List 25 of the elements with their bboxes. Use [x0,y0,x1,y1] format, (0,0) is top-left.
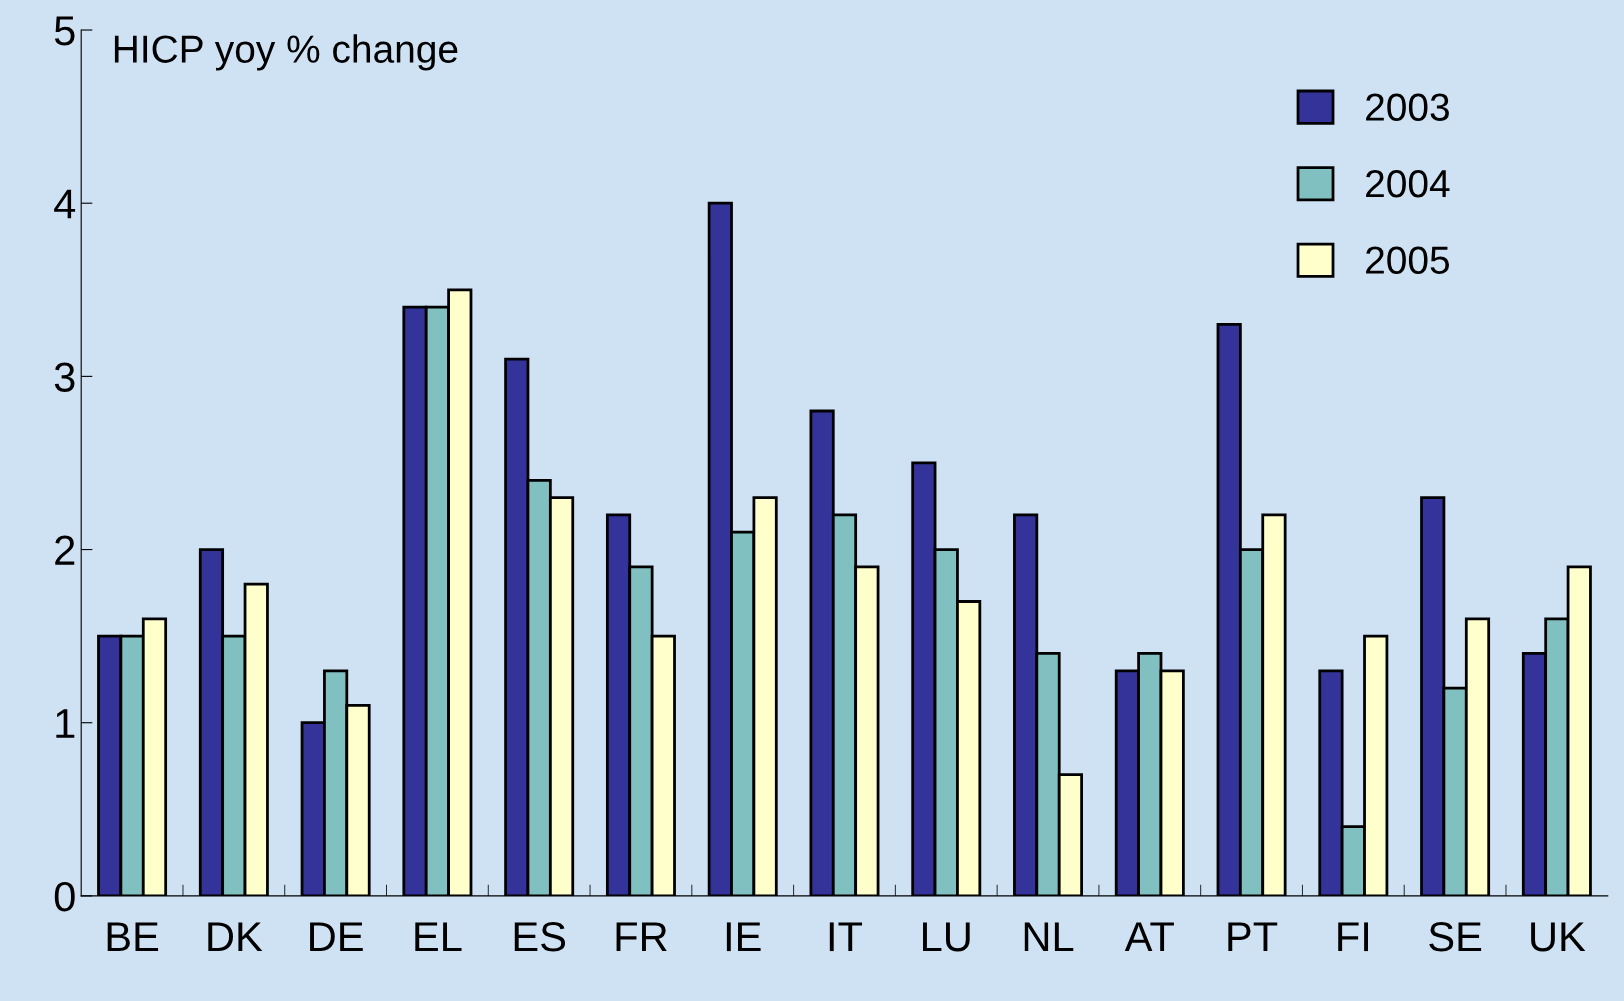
y-tick-label: 0 [54,881,75,912]
y-axis-title: HICP yoy % change [114,34,458,71]
x-tick-label: NL [1024,922,1074,952]
x-tick-label: DK [208,922,263,952]
x-tick-label: EL [415,922,462,952]
x-tick-label: IE [726,922,761,952]
x-tick-label: FI [1338,922,1369,952]
x-tick-label: AT [1124,922,1174,952]
y-tick-label: 3 [54,362,75,392]
x-tick-label: DE [310,922,363,952]
x-tick-label: LU [923,922,970,952]
x-tick-label: PT [1228,922,1278,952]
x-tick-label: BE [107,922,159,952]
x-tick-label: FR [616,922,667,952]
y-tick-label: 1 [56,709,75,738]
legend-label: 2004 [1366,169,1450,198]
x-tick-label: UK [1531,922,1586,952]
y-tick-label: 4 [54,189,76,219]
x-tick-label: ES [514,922,566,952]
legend-label: 2003 [1366,93,1449,121]
x-tick-label: IT [829,922,863,952]
legend-label: 2005 [1366,246,1450,274]
y-tick-label: 2 [55,535,75,565]
x-tick-label: SE [1429,922,1482,952]
y-tick-label: 5 [54,16,75,46]
